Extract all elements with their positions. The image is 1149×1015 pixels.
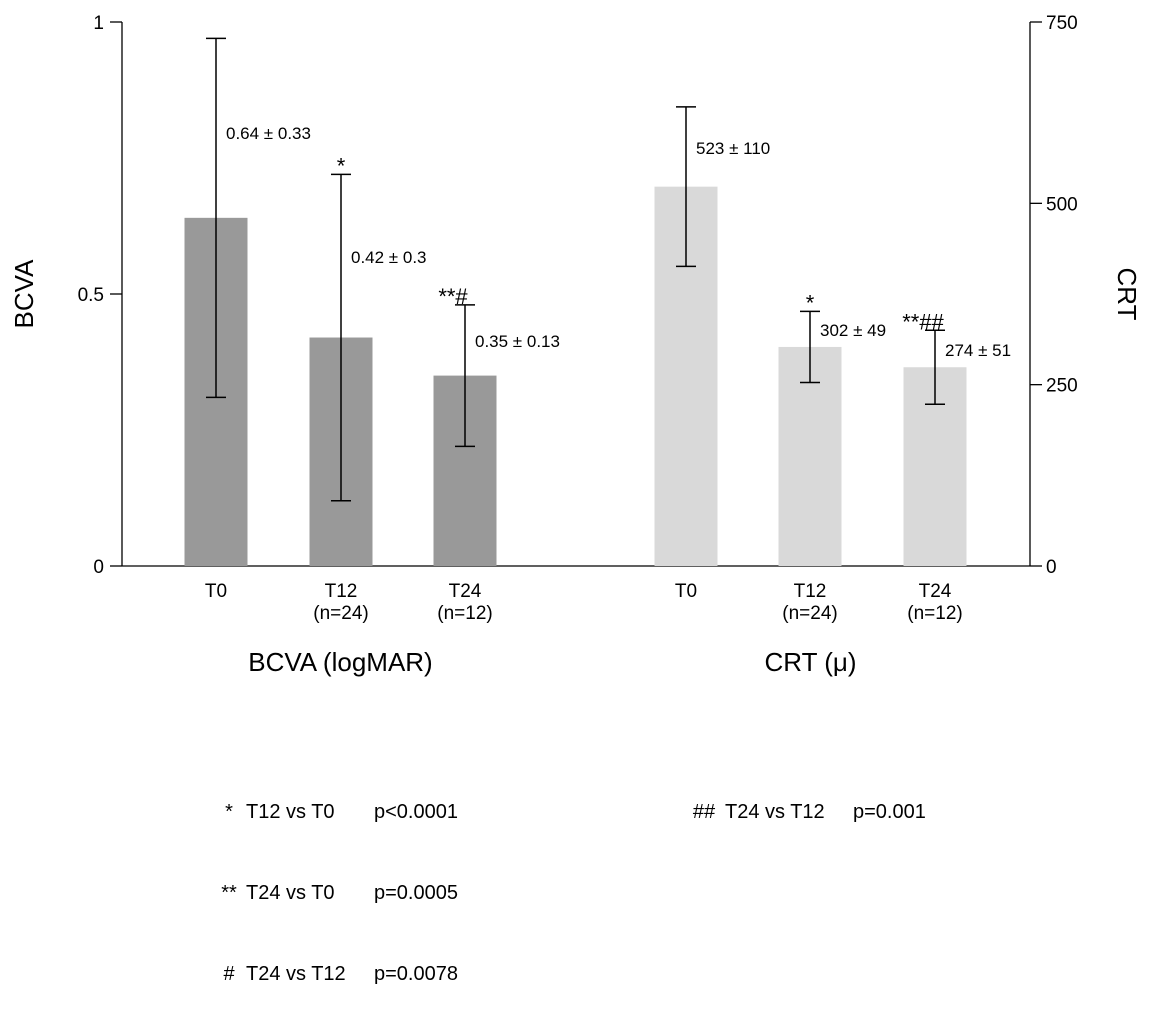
legend-comparison: T24 vs T12 <box>725 801 825 823</box>
right-tick-label: 0 <box>1046 557 1057 578</box>
significance-marker: **# <box>438 284 468 309</box>
legend-comparison: T24 vs T12 <box>246 963 346 985</box>
data-label: 0.64 ± 0.33 <box>226 124 311 143</box>
significance-marker: * <box>337 153 346 178</box>
x-tick-sublabel: (n=24) <box>313 603 368 624</box>
bar <box>778 346 842 566</box>
left-tick-label: 1 <box>93 13 104 34</box>
legend-item: ## T24 vs T12 p=0.001 <box>683 799 926 826</box>
legend-symbol: * <box>225 801 233 823</box>
x-tick-label: T12 <box>325 581 358 602</box>
left-tick-label: 0.5 <box>78 285 104 306</box>
legend-item: ** T24 vs T0 p=0.0005 <box>212 880 458 907</box>
significance-marker: * <box>806 290 815 315</box>
significance-marker: **## <box>902 309 944 334</box>
x-tick-label: T0 <box>675 581 697 602</box>
left-tick-label: 0 <box>93 557 104 578</box>
legend-left: * T12 vs T0 p<0.0001 ** T24 vs T0 p=0.00… <box>212 745 458 1015</box>
right-tick-label: 750 <box>1046 13 1078 34</box>
right-axis-label: CRT <box>1112 268 1142 321</box>
legend-comparison: T12 vs T0 <box>246 801 335 823</box>
right-tick-label: 500 <box>1046 194 1078 215</box>
legend-item: * T12 vs T0 p<0.0001 <box>212 799 458 826</box>
legend-symbol: # <box>223 963 235 985</box>
x-tick-sublabel: (n=12) <box>907 603 962 624</box>
x-tick-label: T24 <box>449 581 482 602</box>
legend-symbol: ## <box>692 801 716 823</box>
group-label: CRT (μ) <box>764 647 856 677</box>
legend-item: # T24 vs T12 p=0.0078 <box>212 961 458 988</box>
legend-comparison: T24 vs T0 <box>246 882 335 904</box>
group-label: BCVA (logMAR) <box>248 647 432 677</box>
left-axis-label: BCVA <box>9 259 39 329</box>
data-label: 523 ± 110 <box>696 139 770 158</box>
x-tick-label: T0 <box>205 581 227 602</box>
legend-symbol: ** <box>221 882 237 904</box>
data-label: 0.42 ± 0.3 <box>351 248 427 267</box>
data-label: 274 ± 51 <box>945 341 1011 360</box>
legend-p-value: p=0.001 <box>853 801 926 823</box>
legend-p-value: p=0.0005 <box>374 882 458 904</box>
x-tick-sublabel: (n=12) <box>437 603 492 624</box>
data-label: 0.35 ± 0.13 <box>475 332 560 351</box>
x-tick-sublabel: (n=24) <box>782 603 837 624</box>
x-tick-label: T24 <box>919 581 952 602</box>
x-tick-label: T12 <box>794 581 827 602</box>
data-label: 302 ± 49 <box>820 321 886 340</box>
legend-right: ## T24 vs T12 p=0.001 <box>683 745 926 853</box>
legend-p-value: p<0.0001 <box>374 801 458 823</box>
legend-p-value: p=0.0078 <box>374 963 458 985</box>
right-tick-label: 250 <box>1046 376 1078 397</box>
bar-chart: 1 0.5 0 750 500 250 0 BCVA CRT 0.64 ± 0.33 T0 0.42 … <box>9 13 1142 677</box>
